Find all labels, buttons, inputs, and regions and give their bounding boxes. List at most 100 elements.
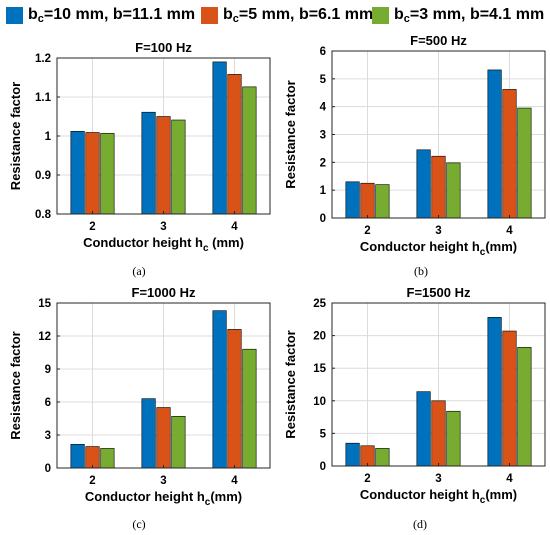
x-tick-label-d-0: 2	[364, 473, 370, 485]
bar-c-s0-c2	[212, 310, 227, 469]
bar-a-s2-c2	[242, 86, 257, 215]
x-tick-label-c-2: 4	[231, 475, 238, 487]
bar-a-s0-c1	[141, 111, 156, 215]
bar-c-s0-c0	[70, 444, 85, 469]
legend-swatch-blue	[6, 6, 23, 24]
bar-d-s2-c0	[375, 448, 390, 467]
x-tick-label-b-2: 4	[506, 225, 513, 237]
bar-b-s2-c0	[375, 184, 390, 219]
bar-a-s2-c0	[100, 132, 115, 215]
y-tick-label-c-3: 9	[45, 364, 51, 376]
chart-panel-a: 0.8 0.9 1 1.1 1.2 2 3 4 F=100 Hz Conductor height…	[8, 40, 271, 254]
y-tick-label-c-4: 12	[38, 331, 51, 343]
bar-b-s1-c1	[431, 155, 446, 219]
legend-item-bc10: bc=10 mm, b=11.1 mm	[6, 4, 195, 26]
y-tick-label-a-4: 1.2	[35, 53, 51, 65]
y-tick-label-c-5: 15	[38, 298, 51, 310]
caption-b: (b)	[414, 264, 428, 278]
y-tick-label-b-3: 3	[320, 130, 326, 142]
bar-c-s1-c0	[85, 446, 100, 469]
y-tick-label-d-4: 20	[313, 331, 326, 343]
bar-b-s0-c1	[416, 149, 431, 219]
x-axis-label-c: Conductor height hc(mm)	[85, 489, 242, 505]
chart-title-b: F=500 Hz	[410, 33, 467, 48]
bar-c-s2-c0	[100, 448, 115, 469]
y-tick-label-a-1: 0.9	[35, 170, 51, 182]
chart-panel-d: 0 5 10 15 20 25 2 3 4 F=1500 Hz Conductor height h…	[283, 285, 546, 505]
bar-a-s2-c1	[171, 119, 186, 215]
bar-a-s0-c0	[70, 131, 85, 215]
chart-title-d: F=1500 Hz	[407, 285, 471, 300]
y-tick-label-c-2: 6	[45, 397, 51, 409]
bar-b-s2-c1	[446, 162, 461, 219]
chart-title-a: F=100 Hz	[135, 40, 192, 55]
bar-b-s2-c2	[517, 107, 532, 219]
x-axis-label-a: Conductor height hc (mm)	[83, 235, 244, 254]
legend-swatch-green	[372, 6, 389, 24]
bar-d-s0-c1	[416, 391, 431, 467]
y-axis-label-b: Resistance factor	[283, 80, 298, 188]
legend-item-bc5: bc=5 mm, b=6.1 mm	[201, 4, 373, 26]
y-tick-label-d-0: 0	[320, 461, 326, 473]
bar-c-s1-c1	[156, 407, 171, 469]
legend-label-bc5: bc=5 mm, b=6.1 mm	[223, 5, 374, 25]
bar-c-s2-c2	[242, 348, 257, 469]
bar-d-s0-c2	[487, 317, 502, 467]
x-tick-label-a-1: 3	[160, 221, 166, 233]
bar-d-s0-c0	[345, 442, 360, 467]
y-tick-label-a-2: 1	[45, 131, 52, 143]
bar-b-s1-c0	[360, 182, 375, 219]
legend-label-bc10: bc=10 mm, b=11.1 mm	[28, 5, 196, 25]
y-tick-label-b-6: 6	[320, 46, 326, 58]
y-axis-label-c: Resistance factor	[8, 331, 23, 439]
bar-b-s1-c2	[502, 89, 517, 219]
y-tick-label-b-1: 1	[320, 185, 327, 197]
y-tick-label-b-5: 5	[320, 74, 327, 86]
y-tick-label-d-1: 5	[320, 428, 327, 440]
bar-a-s1-c2	[227, 74, 242, 215]
chart-panel-b: 0 1 2 3 4 5 6 2 3 4 F=500 Hz Conductor height hc(mm…	[283, 33, 546, 255]
legend-swatch-orange	[201, 6, 218, 24]
bar-d-s1-c2	[502, 330, 517, 467]
y-axis-label-a: Resistance factor	[8, 82, 23, 190]
legend-label-bc3: bc=3 mm, b=4.1 mm	[394, 5, 545, 25]
x-tick-label-c-0: 2	[89, 475, 95, 487]
x-tick-label-c-1: 3	[160, 475, 166, 487]
y-tick-label-b-2: 2	[320, 157, 326, 169]
bar-a-s1-c0	[85, 132, 100, 215]
y-tick-label-d-5: 25	[313, 298, 326, 310]
caption-d: (d)	[413, 517, 427, 531]
bar-a-s0-c2	[212, 61, 227, 215]
y-tick-label-b-4: 4	[320, 102, 327, 114]
y-axis-label-d: Resistance factor	[283, 330, 298, 438]
x-tick-label-d-2: 4	[506, 473, 513, 485]
y-tick-label-c-0: 0	[45, 463, 51, 475]
x-axis-label-b: Conductor height hc(mm)	[360, 239, 517, 255]
x-tick-label-a-0: 2	[89, 221, 95, 233]
bar-d-s2-c1	[446, 410, 461, 467]
chart-legend: bc=10 mm, b=11.1 mm bc=5 mm, b=6.1 mm bc…	[0, 0, 550, 30]
bar-b-s0-c0	[345, 181, 360, 219]
bar-c-s2-c1	[171, 416, 186, 469]
bar-a-s1-c1	[156, 116, 171, 215]
x-tick-label-d-1: 3	[435, 473, 441, 485]
bar-c-s0-c1	[141, 398, 156, 469]
x-tick-label-a-2: 4	[231, 221, 238, 233]
chart-panel-c: 0 3 6 9 12 15 2 3 4 F=1000 Hz Conductor height hc(…	[8, 285, 271, 505]
bar-d-s1-c1	[431, 400, 446, 467]
y-tick-label-a-0: 0.8	[35, 209, 52, 221]
y-tick-label-b-0: 0	[320, 213, 326, 225]
legend-item-bc3: bc=3 mm, b=4.1 mm	[372, 4, 544, 26]
x-axis-label-d: Conductor height hc(mm)	[360, 487, 517, 505]
bar-d-s2-c2	[517, 347, 532, 467]
bar-b-s0-c2	[487, 69, 502, 219]
chart-title-c: F=1000 Hz	[132, 285, 196, 300]
x-tick-label-b-0: 2	[364, 225, 370, 237]
bar-d-s1-c0	[360, 445, 375, 467]
y-tick-label-a-3: 1.1	[35, 92, 52, 104]
bar-c-s1-c2	[227, 329, 242, 469]
x-tick-label-b-1: 3	[435, 225, 441, 237]
y-tick-label-d-3: 15	[313, 363, 326, 375]
y-tick-label-d-2: 10	[313, 396, 326, 408]
caption-c: (c)	[132, 517, 146, 531]
